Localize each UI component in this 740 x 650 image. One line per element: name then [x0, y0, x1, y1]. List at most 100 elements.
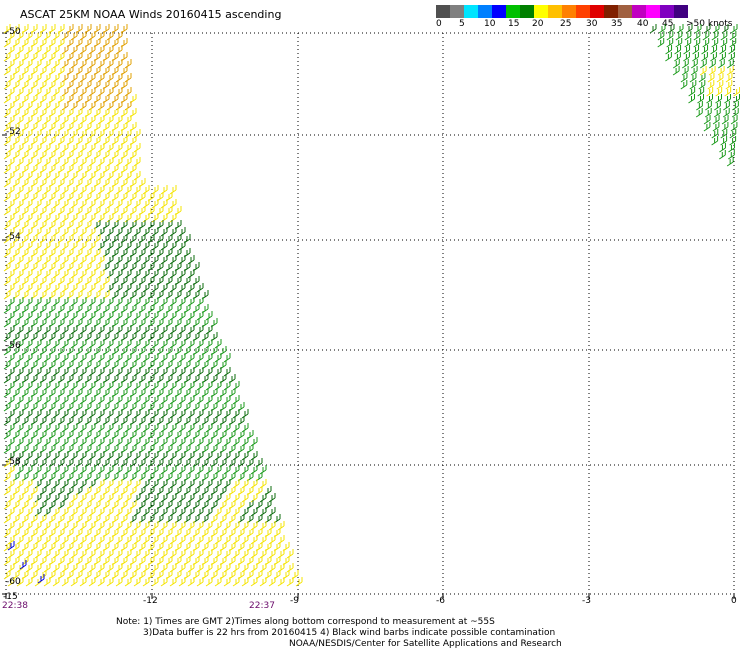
legend-swatch: [534, 5, 548, 18]
wind-barb: [7, 437, 15, 447]
wind-barb: [52, 465, 60, 475]
wind-barb: [43, 171, 51, 181]
wind-barb: [205, 437, 213, 447]
wind-barb: [88, 395, 96, 405]
wind-barb: [259, 577, 267, 587]
wind-barb: [133, 507, 141, 517]
wind-barb: [178, 339, 186, 349]
wind-barb: [52, 101, 60, 111]
wind-barb: [223, 437, 231, 447]
wind-barb: [169, 507, 177, 517]
wind-barb: [97, 73, 105, 83]
wind-barb: [133, 577, 141, 587]
wind-barb: [34, 311, 42, 321]
wind-barb: [151, 465, 159, 475]
wind-barb: [61, 563, 69, 573]
wind-barb: [187, 423, 195, 433]
wind-barb: [142, 367, 150, 377]
wind-barb: [88, 535, 96, 545]
wind-barb: [681, 59, 689, 69]
wind-barb: [25, 507, 33, 517]
wind-barb: [268, 535, 276, 545]
wind-barb: [169, 311, 177, 321]
wind-barb: [61, 451, 69, 461]
wind-barb: [43, 577, 51, 587]
wind-barb: [115, 283, 123, 293]
wind-barb: [52, 549, 60, 559]
wind-barb: [205, 339, 213, 349]
wind-barb: [124, 213, 132, 223]
wind-barb: [259, 465, 267, 475]
wind-barb: [178, 395, 186, 405]
wind-barb: [61, 353, 69, 363]
wind-barb: [79, 157, 87, 167]
wind-barb: [3, 206, 11, 216]
wind-barb: [61, 493, 69, 503]
wind-barb: [729, 136, 737, 146]
wind-barb: [205, 395, 213, 405]
wind-barb: [730, 115, 738, 125]
wind-barb: [259, 563, 267, 573]
wind-barb: [88, 171, 96, 181]
wind-barb: [169, 283, 177, 293]
wind-barb: [34, 325, 42, 335]
x-tick-label: -9: [290, 596, 299, 606]
wind-barb: [7, 541, 15, 551]
wind-barb: [106, 115, 114, 125]
wind-barb: [25, 339, 33, 349]
wind-barb: [160, 199, 168, 209]
wind-barb: [79, 535, 87, 545]
legend-swatch: [464, 5, 478, 18]
wind-barb: [61, 87, 69, 97]
legend-label: 25: [560, 19, 572, 29]
wind-barb: [25, 325, 33, 335]
wind-barb: [214, 507, 222, 517]
wind-barb: [79, 451, 87, 461]
wind-barb: [259, 549, 267, 559]
wind-barb: [16, 241, 24, 251]
wind-barb: [70, 325, 78, 335]
wind-barb: [79, 45, 87, 55]
wind-barb: [34, 129, 42, 139]
wind-barb: [16, 409, 24, 419]
wind-barb: [724, 87, 732, 97]
wind-barb: [97, 59, 105, 69]
wind-barb: [43, 451, 51, 461]
legend-label: 0: [436, 19, 442, 29]
wind-barb: [690, 66, 698, 76]
wind-barb: [52, 451, 60, 461]
wind-barb: [43, 115, 51, 125]
wind-barb: [43, 311, 51, 321]
wind-barb: [223, 563, 231, 573]
wind-barb: [178, 269, 186, 279]
wind-barb: [7, 325, 15, 335]
wind-barb: [124, 241, 132, 251]
wind-barb: [115, 311, 123, 321]
wind-barb: [133, 269, 141, 279]
wind-barb: [61, 423, 69, 433]
wind-barb: [34, 199, 42, 209]
wind-barb: [61, 465, 69, 475]
wind-barb: [25, 395, 33, 405]
wind-barb: [34, 45, 42, 55]
wind-barb: [268, 521, 276, 531]
wind-barb: [250, 479, 258, 489]
wind-barb: [106, 283, 114, 293]
wind-barb: [61, 199, 69, 209]
wind-barb: [133, 549, 141, 559]
wind-barb: [106, 423, 114, 433]
wind-barb: [178, 381, 186, 391]
wind-barb: [688, 94, 695, 104]
wind-barb: [187, 563, 195, 573]
wind-barb: [70, 479, 78, 489]
wind-barb: [657, 31, 665, 41]
wind-barb: [169, 213, 177, 223]
wind-barb: [124, 339, 132, 349]
wind-barb: [3, 570, 11, 580]
wind-barb: [708, 59, 716, 69]
wind-barb: [124, 269, 132, 279]
wind-barb: [52, 241, 60, 251]
wind-barb: [674, 45, 682, 55]
wind-barb: [196, 339, 204, 349]
wind-barb: [25, 31, 33, 41]
